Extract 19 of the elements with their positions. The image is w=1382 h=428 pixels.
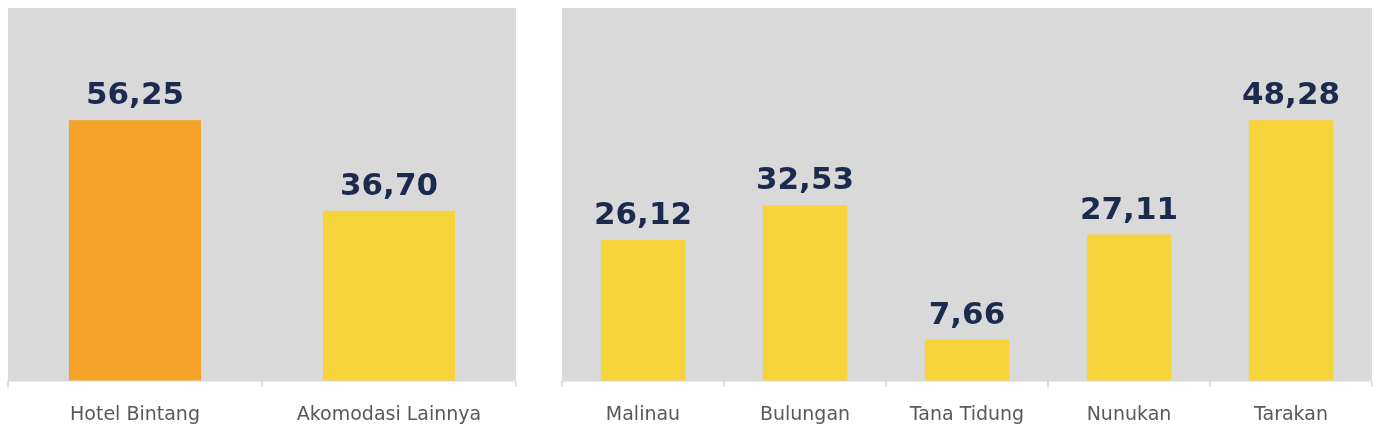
data-label: 56,25 [85, 75, 185, 112]
bar [762, 205, 848, 381]
x-tick-label: Akomodasi Lainnya [296, 402, 482, 424]
bar [600, 239, 686, 381]
data-label: 48,28 [1241, 75, 1341, 112]
data-label: 27,11 [1079, 189, 1179, 226]
x-tick-label: Malinau [605, 402, 681, 424]
x-tick-label: Hotel Bintang [70, 402, 200, 424]
bar [924, 339, 1010, 381]
bar [1086, 234, 1172, 381]
x-tick-label: Nunukan [1086, 402, 1172, 424]
x-tick-label: Tarakan [1253, 402, 1328, 424]
x-tick-label: Tana Tidung [908, 402, 1025, 424]
x-tick-label: Bulungan [759, 402, 851, 424]
data-label: 32,53 [755, 160, 855, 197]
data-label: 36,70 [339, 165, 439, 202]
data-label: 7,66 [928, 294, 1006, 331]
bar [1248, 120, 1334, 381]
data-label: 26,12 [593, 194, 693, 231]
